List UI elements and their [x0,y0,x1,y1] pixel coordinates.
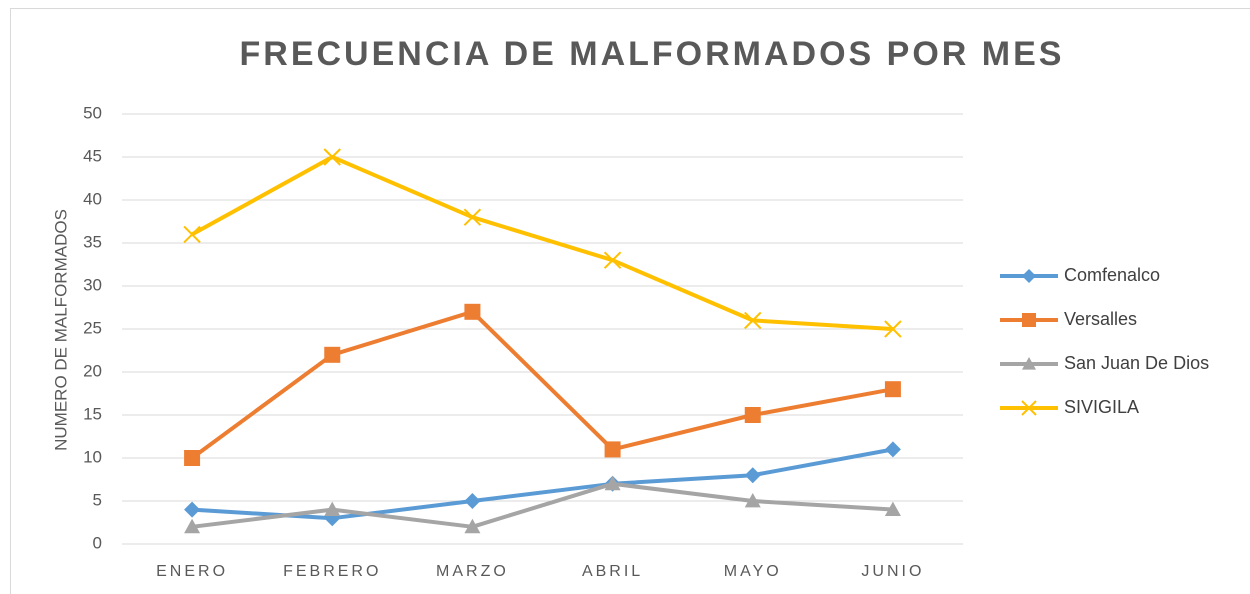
y-tick-label: 30 [83,275,102,294]
y-tick-label: 20 [83,361,102,380]
data-point [604,475,621,491]
data-point [884,381,901,398]
legend-label: San Juan De Dios [1064,353,1209,373]
series-line [191,481,894,529]
y-axis-label: NUMERO DE MALFORMADOS [51,209,70,451]
x-tick-label: MARZO [436,563,509,580]
legend-marker [1022,269,1036,283]
y-tick-label: 10 [83,447,102,466]
chart-border [10,8,1250,594]
x-tick-label: MAYO [724,563,782,580]
y-tick-label: 45 [83,146,102,165]
data-point [183,225,201,244]
y-tick-label: 5 [93,490,102,509]
chart-title: FRECUENCIA DE MALFORMADOS POR MES [240,35,1065,73]
data-point [184,450,201,466]
data-point [884,320,902,338]
data-point [324,346,341,363]
y-tick-label: 50 [83,103,102,122]
legend-label: Comfenalco [1064,265,1160,285]
y-tick-label: 25 [83,318,102,337]
data-point [884,501,901,516]
x-tick-label: FEBRERO [283,563,381,580]
data-point [184,518,201,534]
y-tick-label: 40 [83,189,102,208]
series-line [191,447,894,521]
series-line [190,309,894,460]
data-point [463,208,482,226]
legend-marker [1022,357,1036,370]
data-point [603,251,622,269]
series-line [191,155,894,331]
y-tick-label: 35 [83,232,102,251]
x-tick-label: ABRIL [582,563,643,580]
x-tick-label: ENERO [156,563,228,580]
data-point [464,518,481,534]
x-tick-label: JUNIO [861,563,924,580]
data-point [744,311,762,330]
data-point [744,467,761,484]
legend-marker [1021,400,1037,416]
data-point [324,501,341,516]
data-point [464,303,481,320]
data-point [323,148,341,166]
data-point [464,493,481,509]
y-tick-label: 15 [83,404,102,423]
data-point [744,493,761,508]
data-point [884,441,901,458]
legend-marker [1022,313,1036,327]
data-point [604,441,621,458]
y-tick-label: 0 [93,533,102,552]
legend-label: Versalles [1064,309,1137,329]
data-point [744,407,761,423]
legend-label: SIVIGILA [1064,397,1139,417]
data-point [184,501,201,518]
